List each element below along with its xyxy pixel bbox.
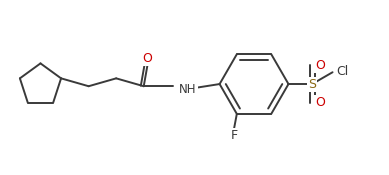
Text: O: O xyxy=(142,51,152,65)
Text: Cl: Cl xyxy=(336,65,349,78)
Text: NH: NH xyxy=(179,83,197,96)
Text: S: S xyxy=(308,78,316,90)
Text: O: O xyxy=(315,59,325,72)
Text: O: O xyxy=(315,96,325,109)
Text: F: F xyxy=(230,129,237,142)
